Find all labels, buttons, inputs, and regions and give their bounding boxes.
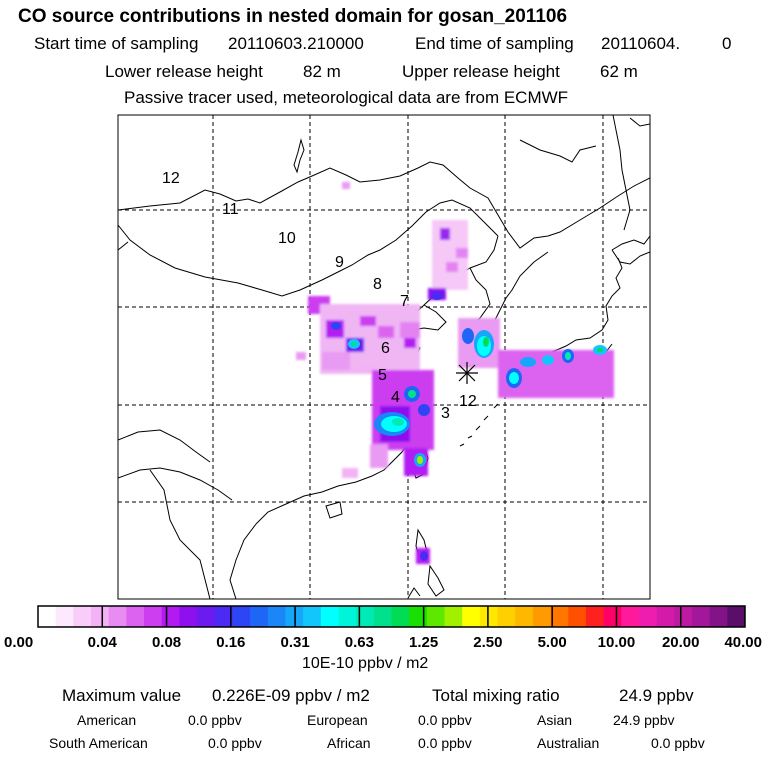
colorbar-tick-label: 0.04 — [88, 634, 118, 651]
colorbar-cell — [462, 606, 481, 627]
colorbar-cell — [444, 606, 463, 627]
time-label: 12 — [459, 393, 477, 410]
colorbar-cell — [621, 606, 640, 627]
colorbar-cell — [55, 606, 74, 627]
colorbar-cell — [709, 606, 728, 627]
colorbar-cell — [727, 606, 746, 627]
plot-title: CO source contributions in nested domain… — [18, 6, 568, 27]
colorbar-tick-label: 10.00 — [598, 634, 636, 651]
colorbar-cell — [197, 606, 216, 627]
start-time-label: Start time of sampling — [34, 34, 199, 53]
map-frame — [117, 114, 651, 600]
colorbar-cell — [585, 606, 604, 627]
colorbar-cell — [532, 606, 551, 627]
colorbar-cell — [373, 606, 392, 627]
colorbar-tick-label: 2.50 — [473, 634, 502, 651]
colorbar-cell — [144, 606, 163, 627]
tracer-note: Passive tracer used, meteorological data… — [124, 88, 569, 107]
south-american-label: South American — [49, 735, 148, 751]
colorbar-cell — [479, 606, 498, 627]
colorbar-cell — [73, 606, 92, 627]
european-label: European — [307, 712, 368, 728]
time-label: 6 — [381, 340, 390, 357]
african-label: African — [327, 735, 371, 751]
colorbar-cell — [550, 606, 569, 627]
european-value: 0.0 ppbv — [418, 712, 472, 728]
african-value: 0.0 ppbv — [418, 735, 472, 751]
colorbar-cell — [515, 606, 534, 627]
total-mixing-value: 24.9 ppbv — [619, 686, 694, 705]
colorbar-cell — [303, 606, 322, 627]
time-label: 4 — [391, 389, 400, 406]
colorbar: 0.00 0.04 0.08 0.16 0.31 0.63 1.25 2.50 5.00 10.0… — [4, 605, 762, 651]
end-time-label: End time of sampling — [415, 34, 574, 53]
colorbar-tick-label: 40.00 — [724, 634, 762, 651]
south-american-value: 0.0 ppbv — [208, 735, 262, 751]
colorbar-cell — [603, 606, 622, 627]
time-label: 9 — [335, 254, 344, 271]
colorbar-cell — [214, 606, 233, 627]
colorbar-cell — [108, 606, 127, 627]
time-label: 12 — [162, 170, 180, 187]
colorbar-cell — [338, 606, 357, 627]
time-label: 10 — [278, 230, 296, 247]
time-label: 3 — [441, 405, 450, 422]
colorbar-tick-labels: 0.00 0.04 0.08 0.16 0.31 0.63 1.25 2.50 5.00 10.0… — [4, 606, 762, 651]
colorbar-cell — [232, 606, 251, 627]
colorbar-tick-label: 0.08 — [152, 634, 181, 651]
colorbar-cell — [391, 606, 410, 627]
colorbar-cell — [320, 606, 339, 627]
colorbar-tick-label: 0.16 — [216, 634, 245, 651]
colorbar-tick-label: 20.00 — [662, 634, 700, 651]
colorbar-cell — [161, 606, 180, 627]
colorbar-cell — [91, 606, 110, 627]
time-label: 5 — [378, 367, 387, 384]
start-time-value: 20110603.210000 — [228, 34, 364, 53]
upper-release-label: Upper release height — [402, 62, 560, 81]
upper-release-value: 62 m — [600, 62, 638, 81]
colorbar-cell — [497, 606, 516, 627]
colorbar-tick-label: 0.00 — [4, 634, 33, 651]
colorbar-tick-label: 5.00 — [538, 634, 567, 651]
colorbar-cell — [250, 606, 269, 627]
colorbar-tick-label: 1.25 — [409, 634, 438, 651]
colorbar-cell — [409, 606, 428, 627]
colorbar-cell — [656, 606, 675, 627]
lower-release-value: 82 m — [303, 62, 341, 81]
colorbar-tick-label: 0.63 — [345, 634, 374, 651]
end-time-value: 20110604. — [601, 34, 681, 53]
end-time-value-tail: 0 — [722, 34, 732, 53]
time-label: 7 — [400, 293, 409, 310]
colorbar-cells — [38, 606, 746, 627]
colorbar-units: 10E-10 ppbv / m2 — [302, 655, 429, 672]
total-mixing-label: Total mixing ratio — [432, 686, 560, 705]
plume-hotspots — [331, 292, 607, 561]
asian-label: Asian — [537, 712, 573, 728]
australian-label: Australian — [537, 735, 600, 751]
colorbar-cell — [179, 606, 198, 627]
time-label: 11 — [222, 201, 239, 218]
receptor-marker — [456, 362, 478, 384]
colorbar-cell — [426, 606, 445, 627]
colorbar-tick-label: 0.31 — [280, 634, 309, 651]
plume-field — [296, 182, 614, 564]
american-value: 0.0 ppbv — [188, 712, 242, 728]
colorbar-cell — [356, 606, 375, 627]
colorbar-cell — [674, 606, 693, 627]
colorbar-frame — [37, 605, 746, 628]
colorbar-cell — [126, 606, 145, 627]
lower-release-label: Lower release height — [105, 62, 263, 81]
max-value: 0.226E-09 ppbv / m2 — [212, 686, 370, 705]
colorbar-cell — [691, 606, 711, 627]
colorbar-cell — [38, 606, 57, 627]
colorbar-cell — [638, 606, 658, 627]
american-label: American — [77, 712, 137, 728]
colorbar-cell — [568, 606, 587, 627]
colorbar-cell — [267, 606, 286, 627]
max-value-label: Maximum value — [62, 686, 182, 705]
time-label: 8 — [373, 276, 382, 293]
asian-value: 24.9 ppbv — [613, 712, 675, 728]
australian-value: 0.0 ppbv — [651, 735, 705, 751]
